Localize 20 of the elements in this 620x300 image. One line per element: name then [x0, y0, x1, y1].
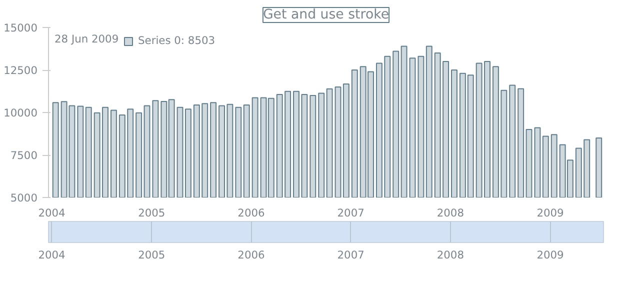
x2-tick-label: 2005 [138, 248, 166, 262]
x2-tick-label: 2006 [238, 248, 266, 262]
y-tick-label: 10000 [4, 106, 38, 120]
x2-tick-label: 2008 [436, 248, 464, 262]
x-tick-label: 2006 [238, 206, 266, 220]
annotation: 28 Jun 2009 [54, 32, 119, 46]
x-tick-label: 2005 [138, 206, 166, 220]
x-tick-label: 2007 [337, 206, 364, 220]
x2-tick-label: 2007 [337, 248, 364, 262]
y-tick-label: 7500 [10, 149, 38, 162]
x-tick-label: 2009 [536, 206, 564, 220]
y-tick-label: 12500 [4, 64, 38, 77]
y-tick-label: 5000 [10, 192, 38, 204]
x-tick-label: 2004 [38, 206, 66, 220]
legend-label: Series 0: 8503 [138, 34, 216, 47]
x2-tick-label: 2009 [536, 248, 564, 262]
x-tick-label: 2008 [436, 206, 464, 220]
y-tick-label: 15000 [4, 22, 38, 34]
chart-title: Get and use stroke [262, 8, 390, 22]
x2-tick-label: 2004 [38, 248, 66, 262]
